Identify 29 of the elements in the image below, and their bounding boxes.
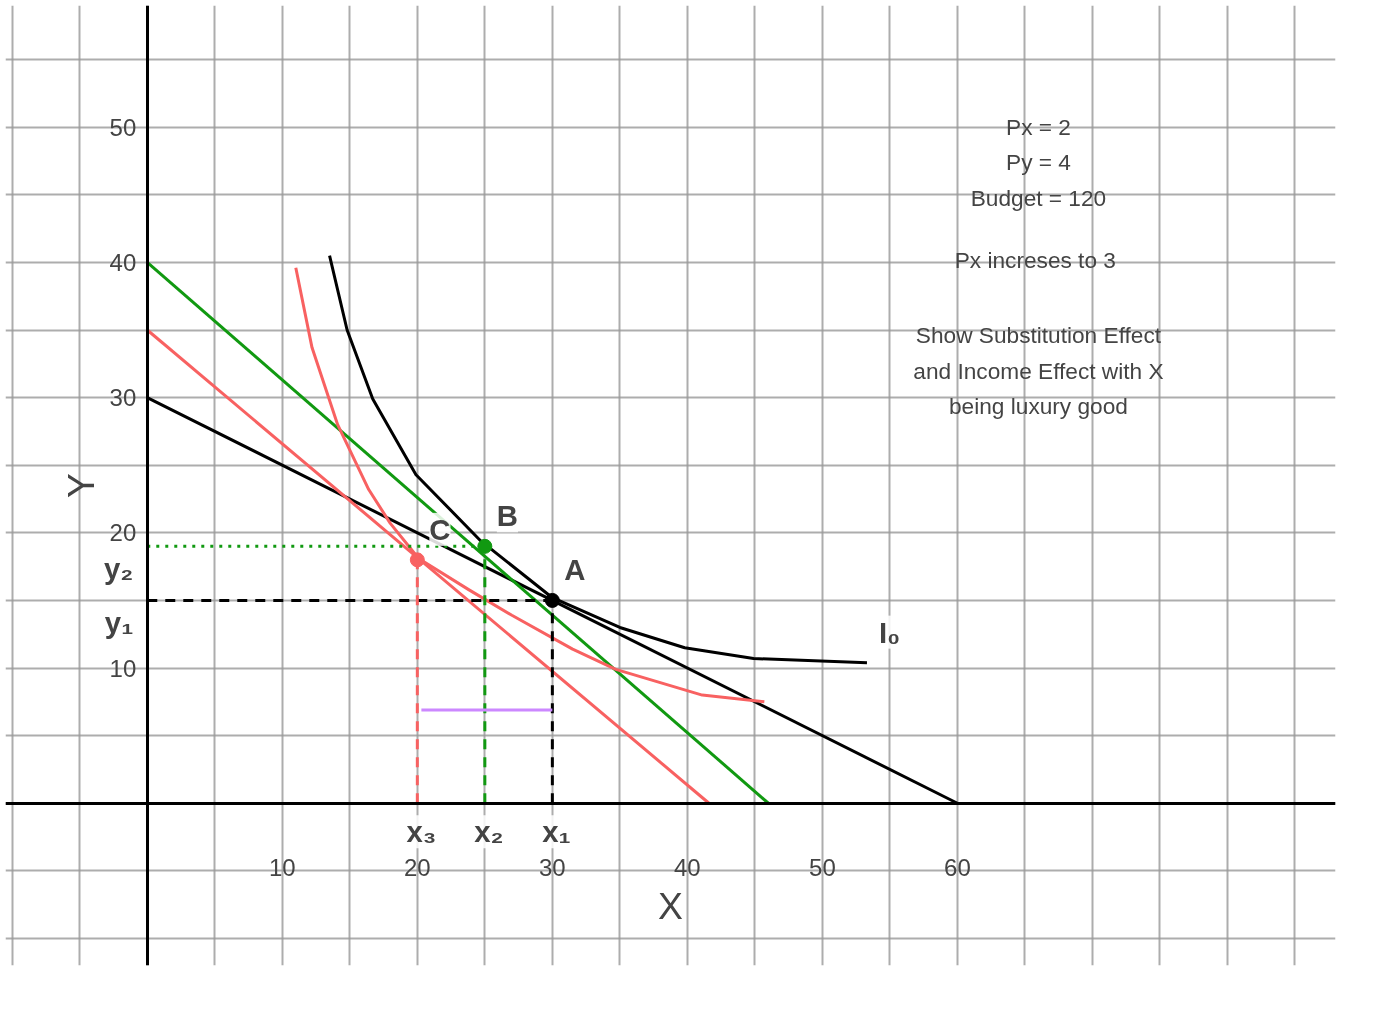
y-tick-label: 30 — [109, 384, 137, 412]
y-axis-title: Y — [59, 472, 102, 498]
annotation: A — [564, 553, 586, 587]
annotation: Px increses to 3 — [954, 246, 1116, 273]
annotation: B — [496, 499, 519, 533]
x-tick-label: 60 — [944, 854, 971, 882]
annotation: and Income Effect with X — [913, 357, 1164, 384]
y-tick-label: 10 — [109, 654, 137, 682]
annotation: Show Substitution Effect — [915, 322, 1162, 349]
y-tick-label: 40 — [109, 248, 137, 276]
annotation: y₁ — [104, 606, 134, 640]
x-tick-label: 30 — [539, 854, 566, 882]
annotation: being luxury good — [949, 392, 1128, 419]
annotation: y₂ — [103, 552, 134, 586]
annotation: x₃ — [406, 815, 437, 849]
annotation: x₁ — [542, 815, 571, 849]
x-tick-label: 20 — [403, 854, 431, 882]
annotation: Py = 4 — [1006, 149, 1071, 176]
x-tick-label: 10 — [268, 854, 296, 882]
annotation: Budget = 120 — [970, 184, 1107, 211]
x-axis-title: X — [658, 884, 684, 927]
annotation: x₂ — [474, 815, 504, 849]
y-tick-label: 20 — [109, 519, 137, 547]
x-tick-label: 40 — [674, 854, 701, 882]
x-tick-label: 50 — [809, 854, 836, 882]
y-tick-label: 50 — [109, 113, 137, 141]
annotation: C — [429, 512, 451, 546]
annotation: Px = 2 — [1006, 114, 1071, 141]
annotation: I₀ — [878, 615, 901, 649]
